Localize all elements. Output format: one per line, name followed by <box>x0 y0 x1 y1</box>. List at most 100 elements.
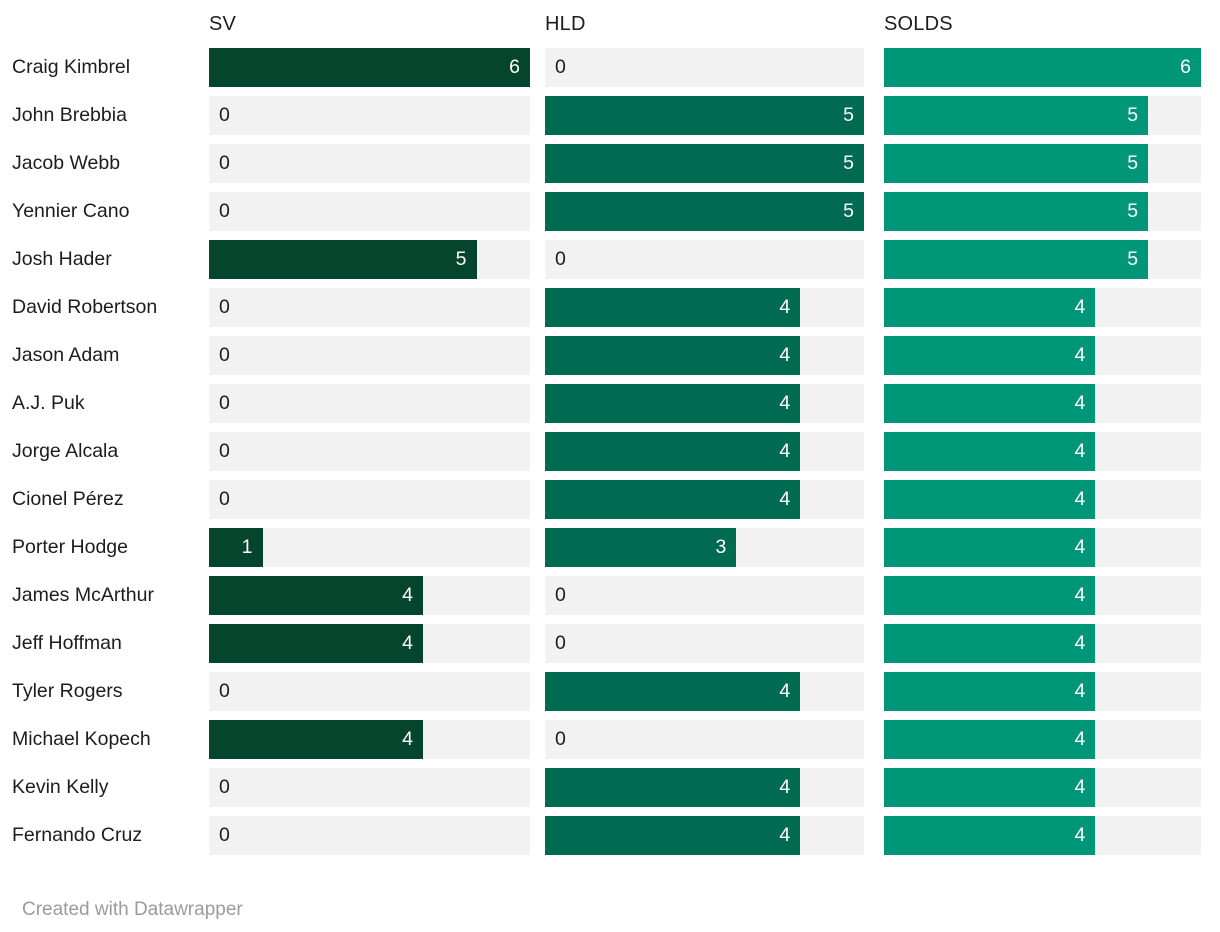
sv-value-label: 0 <box>219 152 230 174</box>
hld-bar: 4 <box>545 480 801 519</box>
chart-row: David Robertson 0 4 4 <box>12 288 1220 336</box>
hld-bar-track: 0 <box>545 576 864 615</box>
solds-value-label: 4 <box>1074 584 1086 606</box>
solds-bar: 4 <box>884 528 1096 567</box>
player-name-label: James McArthur <box>12 584 154 606</box>
player-name-label: Craig Kimbrel <box>12 56 131 78</box>
sv-value-label: 0 <box>219 344 230 366</box>
player-name-label: Josh Hader <box>12 248 112 270</box>
solds-value-label: 4 <box>1074 728 1086 750</box>
solds-value-label: 5 <box>1127 152 1139 174</box>
solds-bar-track: 4 <box>884 288 1201 327</box>
hld-bar-track: 5 <box>545 192 864 231</box>
hld-bar: 4 <box>545 672 801 711</box>
solds-bar: 4 <box>884 576 1096 615</box>
chart-row: Tyler Rogers 0 4 4 <box>12 672 1220 720</box>
hld-value-label: 4 <box>779 680 791 702</box>
player-name-label: A.J. Puk <box>12 392 85 414</box>
chart-row: A.J. Puk 0 4 4 <box>12 384 1220 432</box>
hld-value-label: 4 <box>779 824 791 846</box>
hld-bar-track: 4 <box>545 672 864 711</box>
sv-value-label: 1 <box>241 536 253 558</box>
solds-bar: 4 <box>884 672 1096 711</box>
solds-bar-track: 5 <box>884 192 1201 231</box>
solds-bar: 6 <box>884 48 1201 87</box>
hld-bar-track: 4 <box>545 480 864 519</box>
sv-bar-track: 0 <box>209 336 530 375</box>
player-name-label: Porter Hodge <box>12 536 128 558</box>
sv-bar-track: 6 <box>209 48 530 87</box>
hld-bar: 4 <box>545 384 801 423</box>
solds-value-label: 5 <box>1127 104 1139 126</box>
solds-bar-track: 4 <box>884 480 1201 519</box>
solds-value-label: 4 <box>1074 680 1086 702</box>
player-name-label: Tyler Rogers <box>12 680 123 702</box>
player-name-label: Kevin Kelly <box>12 776 109 798</box>
chart-row: Jason Adam 0 4 4 <box>12 336 1220 384</box>
sv-bar-track: 0 <box>209 432 530 471</box>
solds-bar-track: 5 <box>884 96 1201 135</box>
hld-value-label: 4 <box>779 440 791 462</box>
sv-bar-track: 4 <box>209 576 530 615</box>
sv-value-label: 0 <box>219 440 230 462</box>
chart-row: Michael Kopech 4 0 4 <box>12 720 1220 768</box>
player-name-label: Jeff Hoffman <box>12 632 122 654</box>
solds-value-label: 4 <box>1074 344 1086 366</box>
player-name-label: Michael Kopech <box>12 728 151 750</box>
player-name-label: John Brebbia <box>12 104 127 126</box>
sv-bar: 5 <box>209 240 477 279</box>
player-name-label: Fernando Cruz <box>12 824 143 846</box>
hld-bar-track: 4 <box>545 432 864 471</box>
sv-value-label: 4 <box>402 728 413 750</box>
hld-bar-track: 4 <box>545 768 864 807</box>
solds-value-label: 4 <box>1074 824 1086 846</box>
sv-value-label: 0 <box>219 824 230 846</box>
solds-bar-track: 4 <box>884 384 1201 423</box>
sv-bar-track: 4 <box>209 624 530 663</box>
solds-value-label: 4 <box>1074 440 1086 462</box>
solds-bar: 4 <box>884 336 1096 375</box>
sv-value-label: 0 <box>219 392 230 414</box>
sv-bar-track: 0 <box>209 480 530 519</box>
hld-value-label: 0 <box>555 56 566 78</box>
sv-bar: 4 <box>209 720 423 759</box>
player-name-label: Jorge Alcala <box>12 440 119 462</box>
column-header-hld: HLD <box>545 13 586 35</box>
hld-bar: 5 <box>545 96 864 135</box>
chart-row: John Brebbia 0 5 5 <box>12 96 1220 144</box>
hld-value-label: 5 <box>843 152 854 174</box>
hld-value-label: 5 <box>843 200 854 222</box>
sv-value-label: 0 <box>219 104 230 126</box>
solds-value-label: 4 <box>1074 536 1086 558</box>
chart-row: Jorge Alcala 0 4 4 <box>12 432 1220 480</box>
hld-bar-track: 0 <box>545 624 864 663</box>
solds-bar-track: 6 <box>884 48 1201 87</box>
solds-value-label: 4 <box>1074 392 1086 414</box>
chart-row: Josh Hader 5 0 5 <box>12 240 1220 288</box>
sv-value-label: 0 <box>219 776 230 798</box>
hld-bar-track: 5 <box>545 144 864 183</box>
hld-bar: 4 <box>545 432 801 471</box>
sv-bar-track: 1 <box>209 528 530 567</box>
chart-rows: Craig Kimbrel 6 0 6 John Brebbia 0 5 5 Jacob Web… <box>12 48 1220 864</box>
player-name-label: Yennier Cano <box>12 200 130 222</box>
solds-value-label: 4 <box>1074 776 1086 798</box>
solds-bar-track: 4 <box>884 720 1201 759</box>
hld-bar: 5 <box>545 192 864 231</box>
chart-row: Porter Hodge 1 3 4 <box>12 528 1220 576</box>
hld-bar-track: 5 <box>545 96 864 135</box>
player-name-label: Cionel Pérez <box>12 488 124 510</box>
solds-bar: 4 <box>884 816 1096 855</box>
hld-bar-track: 4 <box>545 288 864 327</box>
hld-value-label: 4 <box>779 488 791 510</box>
sv-bar-track: 0 <box>209 144 530 183</box>
sv-value-label: 4 <box>402 584 413 606</box>
sv-bar-track: 0 <box>209 384 530 423</box>
solds-bar-track: 4 <box>884 816 1201 855</box>
chart-row: Craig Kimbrel 6 0 6 <box>12 48 1220 96</box>
hld-bar-track: 0 <box>545 240 864 279</box>
solds-value-label: 4 <box>1074 488 1086 510</box>
sv-value-label: 0 <box>219 200 230 222</box>
sv-value-label: 4 <box>402 632 413 654</box>
